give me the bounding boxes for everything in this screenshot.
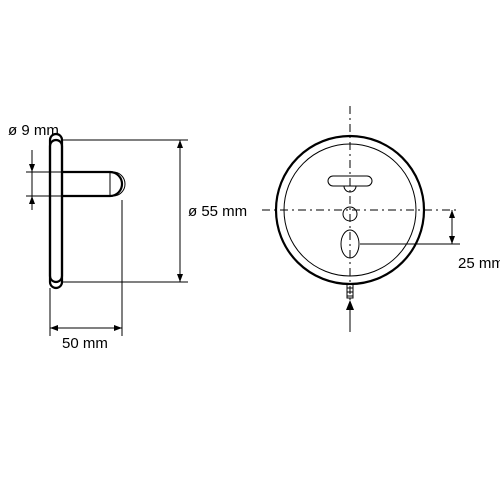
dim-dia-9: ø 9 mm xyxy=(8,122,62,210)
side-base xyxy=(50,134,62,288)
label-width-50: 50 mm xyxy=(62,335,108,352)
dim-dia-55: ø 55 mm xyxy=(62,140,247,282)
front-view: 25 mm xyxy=(262,106,500,334)
tech-drawing: ø 9 mm ø 55 mm 50 mm xyxy=(0,0,500,500)
label-dia-55: ø 55 mm xyxy=(188,203,247,220)
side-hook xyxy=(62,172,125,196)
side-base-rect xyxy=(50,140,62,282)
side-view: ø 9 mm ø 55 mm 50 mm xyxy=(8,122,247,352)
label-dia-9: ø 9 mm xyxy=(8,122,59,139)
dim-offset-25: 25 mm xyxy=(360,210,500,272)
front-screw-arrow xyxy=(346,300,354,332)
label-offset-25: 25 mm xyxy=(458,255,500,272)
dim-width-50: 50 mm xyxy=(50,200,122,352)
